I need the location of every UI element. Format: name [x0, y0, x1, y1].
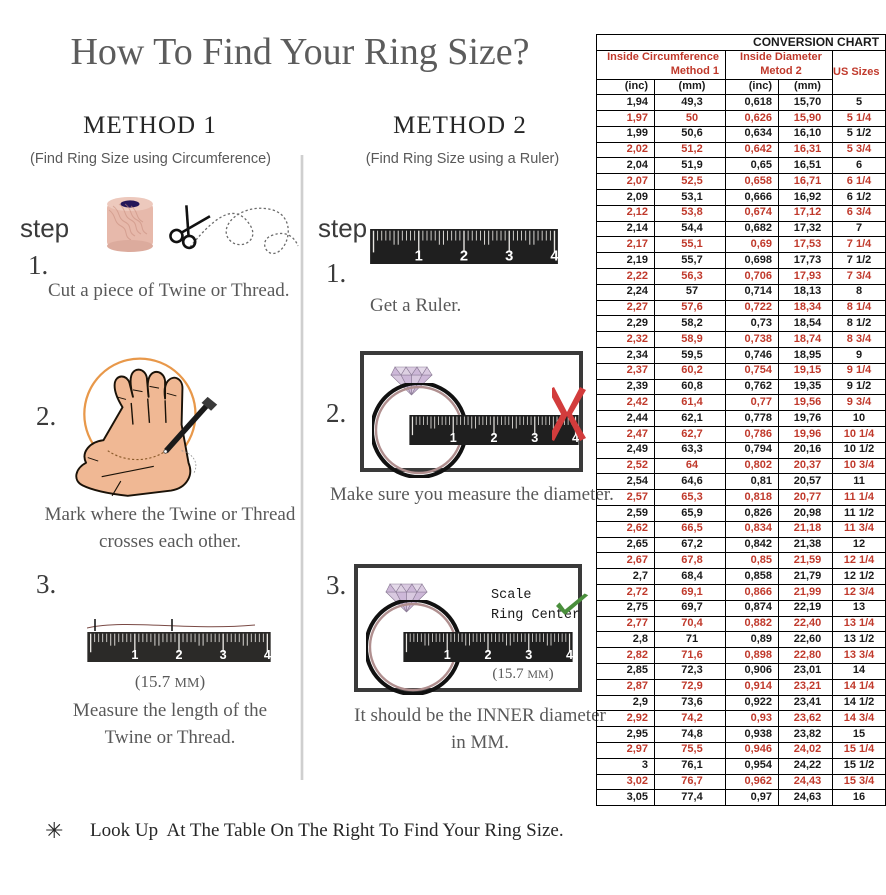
- svg-text:2: 2: [484, 648, 491, 662]
- svg-text:2: 2: [460, 249, 468, 265]
- svg-text:2: 2: [490, 431, 497, 445]
- svg-text:1: 1: [131, 648, 138, 662]
- svg-text:1: 1: [444, 648, 451, 662]
- svg-text:1: 1: [415, 249, 423, 265]
- svg-text:4: 4: [550, 249, 558, 265]
- svg-text:2: 2: [175, 648, 182, 662]
- svg-text:4: 4: [264, 648, 271, 662]
- svg-text:3: 3: [220, 648, 227, 662]
- svg-text:3: 3: [531, 431, 538, 445]
- svg-text:4: 4: [566, 648, 573, 662]
- svg-text:3: 3: [505, 249, 513, 265]
- svg-text:3: 3: [525, 648, 532, 662]
- svg-text:1: 1: [450, 431, 457, 445]
